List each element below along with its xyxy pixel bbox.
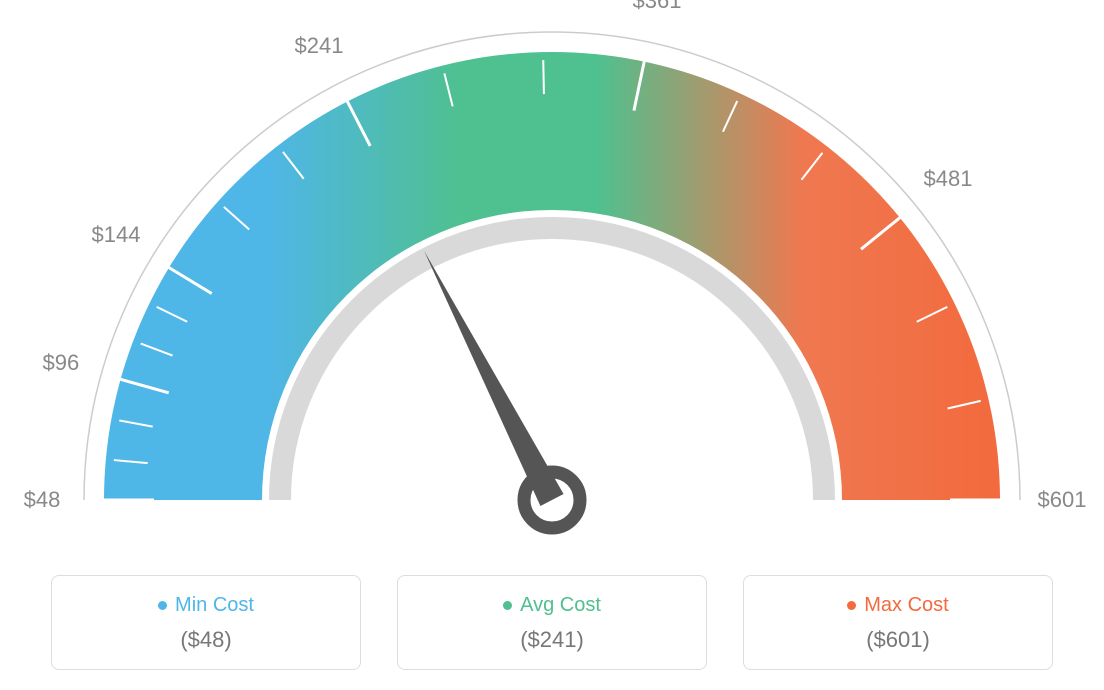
gauge-tick-label: $48 bbox=[24, 487, 61, 513]
legend-card-min: Min Cost ($48) bbox=[51, 575, 361, 670]
gauge-tick-label: $144 bbox=[92, 222, 141, 248]
legend-title-text: Min Cost bbox=[175, 594, 254, 617]
legend-title-min: Min Cost bbox=[158, 594, 254, 617]
legend-card-avg: Avg Cost ($241) bbox=[397, 575, 707, 670]
legend-title-avg: Avg Cost bbox=[503, 594, 601, 617]
legend-title-text: Max Cost bbox=[864, 594, 948, 617]
legend-row: Min Cost ($48) Avg Cost ($241) Max Cost … bbox=[0, 575, 1104, 670]
legend-title-max: Max Cost bbox=[847, 594, 948, 617]
legend-value-min: ($48) bbox=[62, 627, 350, 653]
gauge-tick-label: $361 bbox=[633, 0, 682, 14]
gauge-svg bbox=[0, 0, 1104, 560]
dot-icon bbox=[158, 601, 167, 610]
gauge-tick-label: $241 bbox=[295, 33, 344, 59]
legend-title-text: Avg Cost bbox=[520, 594, 601, 617]
gauge-tick-label: $96 bbox=[42, 350, 79, 376]
gauge-tick-label: $481 bbox=[924, 166, 973, 192]
cost-gauge: $48 $96 $144 $241 $361 $481 $601 bbox=[0, 0, 1104, 560]
legend-value-avg: ($241) bbox=[408, 627, 696, 653]
gauge-tick-label: $601 bbox=[1038, 487, 1087, 513]
legend-card-max: Max Cost ($601) bbox=[743, 575, 1053, 670]
dot-icon bbox=[847, 601, 856, 610]
legend-value-max: ($601) bbox=[754, 627, 1042, 653]
dot-icon bbox=[503, 601, 512, 610]
